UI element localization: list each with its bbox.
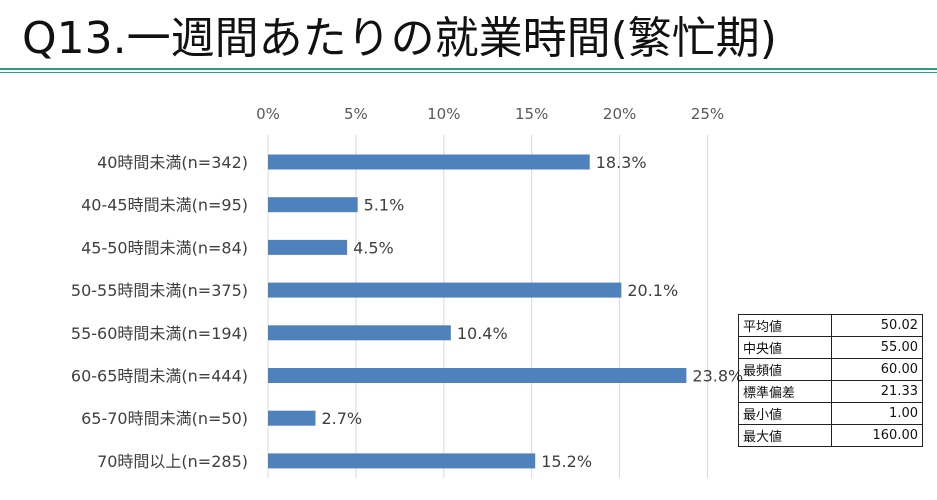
stats-value: 21.33	[831, 380, 923, 403]
stats-value: 160.00	[831, 424, 923, 447]
stats-label: 標準偏差	[738, 380, 832, 403]
x-tick-label: 0%	[256, 105, 280, 123]
category-label: 60-65時間未満(n=444)	[71, 367, 248, 386]
x-axis-ticks: 0% 5% 10% 15% 20% 25%	[256, 105, 724, 123]
stats-row: 最大値 160.00	[738, 424, 923, 447]
x-tick-label: 15%	[515, 105, 548, 123]
labels: 40時間未満(n=342) 18.3% 40-45時間未満(n=95) 5.1% 45-…	[71, 153, 743, 471]
category-label: 45-50時間未満(n=84)	[81, 238, 248, 257]
stats-value: 50.02	[831, 314, 923, 337]
x-tick-label: 20%	[603, 105, 636, 123]
bar	[268, 325, 451, 341]
stats-row: 最小値 1.00	[738, 402, 923, 425]
data-label: 20.1%	[627, 281, 678, 300]
category-label: 40時間未満(n=342)	[97, 153, 248, 172]
data-label: 10.4%	[457, 324, 508, 343]
title-underline-thin	[0, 72, 937, 73]
data-label: 18.3%	[596, 153, 647, 172]
stats-row: 中央値 55.00	[738, 336, 923, 359]
stats-label: 中央値	[738, 336, 832, 359]
stats-label: 平均値	[738, 314, 832, 337]
stats-label: 最大値	[738, 424, 832, 447]
bar	[268, 154, 590, 170]
data-label: 5.1%	[364, 196, 405, 215]
stats-value: 60.00	[831, 358, 923, 381]
bar	[268, 282, 622, 298]
bar	[268, 410, 316, 426]
data-label: 4.5%	[353, 238, 394, 257]
category-label: 55-60時間未満(n=194)	[71, 324, 248, 343]
x-tick-label: 10%	[427, 105, 460, 123]
title-underline	[0, 68, 937, 70]
stats-row: 最頻値 60.00	[738, 358, 923, 381]
data-label: 23.8%	[692, 367, 743, 386]
data-label: 2.7%	[321, 409, 362, 428]
x-tick-label: 5%	[344, 105, 368, 123]
bar	[268, 197, 358, 213]
category-label: 70時間以上(n=285)	[97, 452, 248, 471]
bar	[268, 453, 536, 469]
data-label: 15.2%	[541, 452, 592, 471]
bar	[268, 368, 687, 383]
stats-label: 最頻値	[738, 358, 832, 381]
bars	[268, 154, 687, 469]
stats-value: 1.00	[831, 402, 923, 425]
x-tick-label: 25%	[691, 105, 724, 123]
stats-label: 最小値	[738, 402, 832, 425]
stats-row: 平均値 50.02	[738, 314, 923, 337]
bar	[268, 239, 348, 255]
stats-row: 標準偏差 21.33	[738, 380, 923, 403]
page-title: Q13.一週間あたりの就業時間(繁忙期)	[22, 13, 777, 64]
category-label: 40-45時間未満(n=95)	[81, 196, 248, 215]
stats-table: 平均値 50.02 中央値 55.00 最頻値 60.00 標準偏差 21.33 最小値 1.00…	[738, 314, 923, 447]
category-label: 65-70時間未満(n=50)	[81, 409, 248, 428]
stats-value: 55.00	[831, 336, 923, 359]
category-label: 50-55時間未満(n=375)	[71, 281, 248, 300]
